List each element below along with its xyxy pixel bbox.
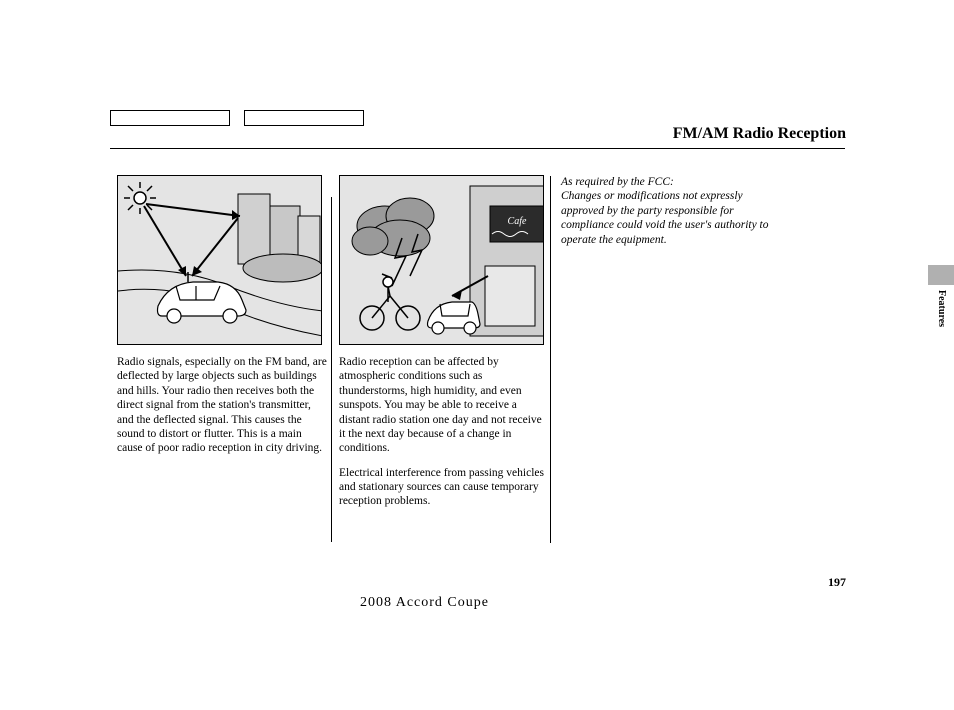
column-divider-1 [331,197,332,542]
column-3: As required by the FCC: Changes or modif… [561,175,783,519]
nav-buttons [110,110,374,131]
illustration-signal-deflection [117,175,322,345]
svg-text:Cafe: Cafe [508,216,527,227]
fcc-body: Changes or modifications not expressly a… [561,189,771,247]
fcc-notice: As required by the FCC: Changes or modif… [561,175,771,247]
column-2-text: Radio reception can be affected by atmos… [339,355,549,509]
title-rule [110,148,845,149]
page-number: 197 [828,575,846,590]
col2-paragraph-1: Radio reception can be affected by atmos… [339,355,549,456]
nav-box-next[interactable] [244,110,364,126]
column-1: Radio signals, especially on the FM band… [117,175,339,519]
column-divider-2 [550,176,551,543]
illustration-interference: Cafe [339,175,544,345]
section-tab [928,265,954,285]
manual-page: FM/AM Radio Reception [0,0,954,710]
column-1-text: Radio signals, especially on the FM band… [117,355,327,456]
col1-paragraph: Radio signals, especially on the FM band… [117,355,327,456]
footer-model: 2008 Accord Coupe [360,595,489,611]
section-label: Features [936,290,947,327]
column-2: Cafe [339,175,561,519]
nav-box-prev[interactable] [110,110,230,126]
fcc-line1: As required by the FCC: [561,175,771,189]
col2-paragraph-2: Electrical interference from passing veh… [339,466,549,509]
page-title: FM/AM Radio Reception [673,125,846,143]
content-columns: Radio signals, especially on the FM band… [117,175,845,519]
